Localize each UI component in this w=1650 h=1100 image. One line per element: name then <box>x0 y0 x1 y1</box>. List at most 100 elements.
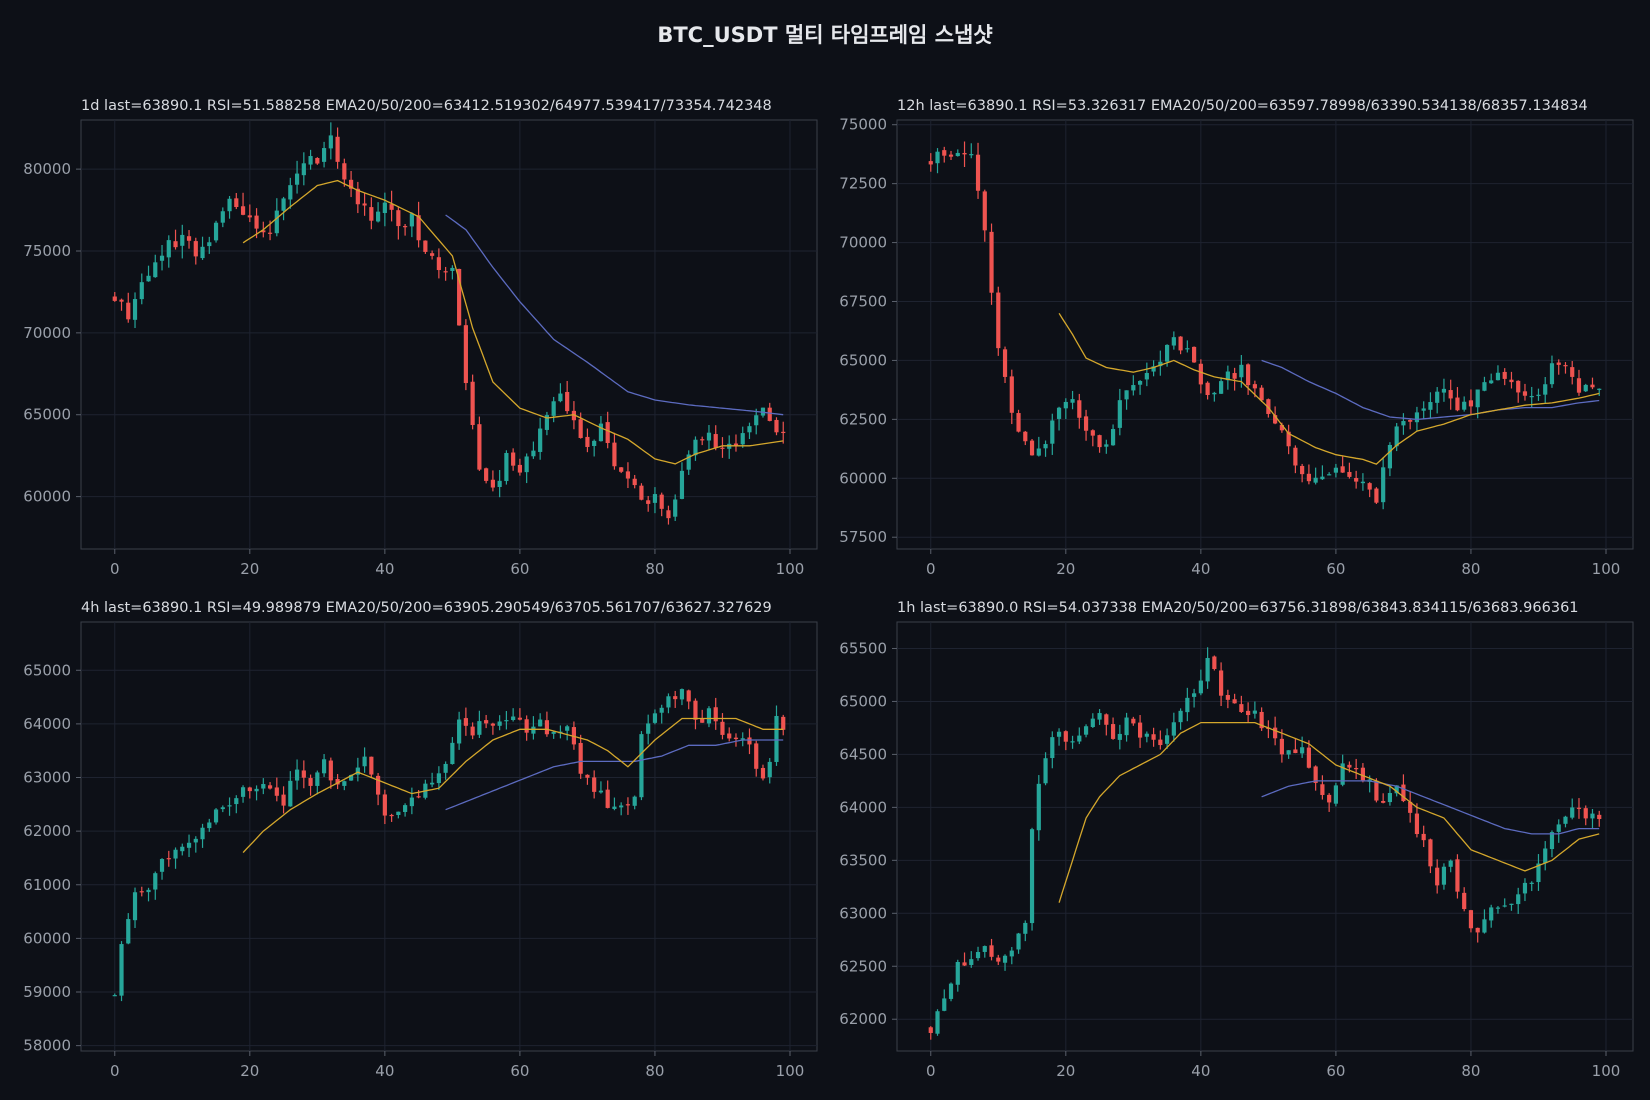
candle-body <box>423 240 428 252</box>
candle <box>443 266 448 281</box>
candle <box>1381 457 1386 510</box>
candle <box>207 818 212 832</box>
candle <box>321 141 327 168</box>
ema20-line-1h <box>1058 721 1600 903</box>
panel-12h: 0 20 40 60 80 100 57500 60000 62500 65000 67500 700… <box>839 98 1634 578</box>
candle-body <box>1468 400 1474 407</box>
candle-body <box>1482 382 1487 391</box>
candle <box>1036 775 1041 841</box>
candle <box>1455 387 1460 412</box>
candle <box>355 757 360 782</box>
candle-body <box>693 439 698 456</box>
candle <box>706 706 712 728</box>
candle-body <box>463 718 468 726</box>
candle <box>484 714 489 729</box>
candle-body <box>1246 364 1251 386</box>
candle <box>1131 375 1136 396</box>
candle <box>1468 909 1474 933</box>
candle <box>1543 377 1548 404</box>
candle <box>497 470 502 498</box>
candle <box>524 715 529 741</box>
candle-body <box>1023 431 1028 442</box>
candle-body <box>565 391 570 412</box>
candle-body <box>989 231 994 293</box>
candle <box>261 778 266 795</box>
candle <box>1185 340 1190 353</box>
candle <box>720 713 725 740</box>
candle-body <box>1448 390 1453 399</box>
candle-body <box>928 1027 933 1033</box>
candle-body <box>1583 808 1588 819</box>
candle <box>1117 388 1122 436</box>
candle <box>1529 881 1534 892</box>
candle-body <box>942 998 947 1011</box>
candle-body <box>1529 882 1534 884</box>
x-tick-label: 0 <box>110 560 120 578</box>
candle <box>592 439 597 457</box>
candle-body <box>1219 670 1224 696</box>
candle <box>1421 825 1426 848</box>
candle-body <box>342 163 347 180</box>
candle-body <box>1050 420 1055 444</box>
candle <box>982 945 987 958</box>
candle <box>1313 467 1318 485</box>
candle-body <box>1347 471 1352 477</box>
candle-body <box>1462 892 1467 910</box>
candle <box>517 708 522 721</box>
candle-body <box>1435 867 1440 886</box>
candle <box>551 730 556 739</box>
candle <box>1070 390 1075 410</box>
candle-body <box>254 215 259 229</box>
candle <box>1300 736 1305 758</box>
candle <box>1502 898 1507 908</box>
candle <box>1151 727 1156 747</box>
candle <box>652 487 658 514</box>
candle <box>1556 359 1561 375</box>
candle <box>409 787 414 815</box>
candle-body <box>1327 474 1332 476</box>
candle <box>538 417 543 460</box>
candle <box>254 208 259 239</box>
candle <box>531 716 536 740</box>
candle <box>1009 369 1014 425</box>
candle-body <box>1259 387 1264 401</box>
candle-body <box>1401 784 1406 802</box>
candle <box>369 756 374 778</box>
candle <box>1246 363 1251 395</box>
candle <box>1225 689 1230 709</box>
candle <box>490 722 495 735</box>
ema50-line-4h <box>445 739 784 811</box>
candle-body <box>632 796 637 806</box>
candle-body <box>470 726 475 736</box>
candle <box>1495 365 1501 381</box>
candle <box>186 230 192 249</box>
candle-body <box>348 179 354 189</box>
candle <box>700 709 705 723</box>
candle-body <box>1185 348 1190 350</box>
candle-body <box>1421 408 1426 411</box>
candle-body <box>1489 907 1494 921</box>
candle-body <box>625 471 631 479</box>
candle <box>975 946 981 961</box>
candle-body <box>396 210 401 227</box>
candle-body <box>247 787 252 792</box>
candle <box>1023 430 1028 446</box>
candle <box>1576 369 1582 396</box>
candle <box>1462 396 1467 412</box>
candle <box>1563 362 1568 374</box>
candle <box>1212 391 1217 402</box>
plot-area-4h <box>80 621 818 1052</box>
candle <box>1056 728 1062 746</box>
candle-body <box>605 789 610 808</box>
candle <box>511 708 516 722</box>
candle <box>619 467 624 474</box>
candle-body <box>1225 695 1230 700</box>
panel-title-12h: 12h last=63890.1 RSI=53.326317 EMA20/50/… <box>897 98 1588 114</box>
x-tick-label: 100 <box>1592 560 1621 578</box>
candle <box>1428 392 1433 419</box>
candle-body <box>1381 800 1386 803</box>
candle-body <box>935 151 940 164</box>
candle <box>1435 859 1440 894</box>
x-tick-label: 40 <box>375 1062 394 1080</box>
candle-body <box>1063 401 1068 409</box>
